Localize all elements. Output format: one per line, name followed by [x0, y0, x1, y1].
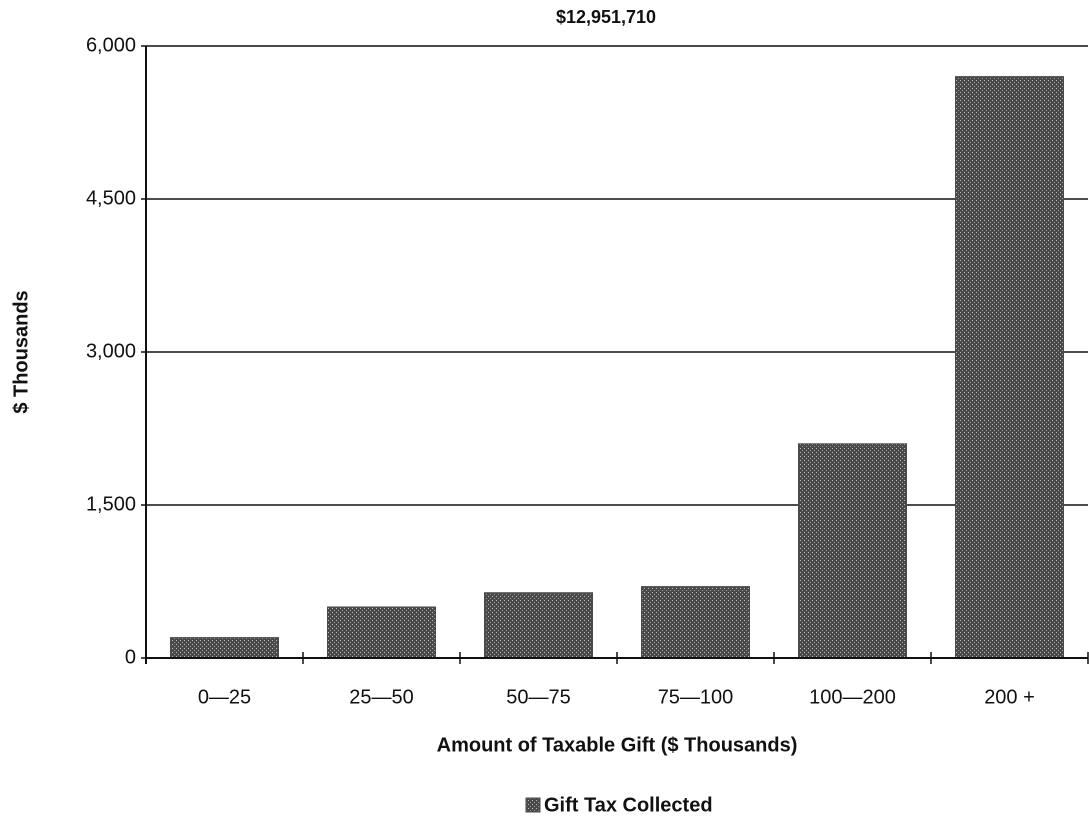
- bar: [170, 637, 279, 659]
- bar: [955, 76, 1064, 659]
- bar: [798, 443, 907, 659]
- x-tick-label: 75—100: [658, 686, 734, 708]
- bar: [327, 606, 436, 659]
- y-tick-label: 4,500: [86, 187, 136, 209]
- x-axis-label: Amount of Taxable Gift ($ Thousands): [437, 734, 798, 756]
- legend-label: Gift Tax Collected: [544, 794, 713, 816]
- x-tick-label: 0—25: [198, 686, 251, 708]
- x-tick-label: 100—200: [809, 686, 896, 708]
- chart-title: $12,951,710: [556, 7, 656, 27]
- x-tick-label: 50—75: [506, 686, 571, 708]
- y-tick-label: 0: [125, 646, 136, 668]
- y-tick-label: 3,000: [86, 340, 136, 362]
- legend-swatch: [525, 797, 541, 813]
- x-tick-label: 200 +: [984, 686, 1035, 708]
- y-axis-label: $ Thousands: [10, 290, 32, 413]
- x-tick-label: 25—50: [349, 686, 414, 708]
- y-tick-label: 1,500: [86, 493, 136, 515]
- bar: [484, 592, 593, 659]
- bar: [641, 586, 750, 659]
- y-tick-label: 6,000: [86, 34, 136, 56]
